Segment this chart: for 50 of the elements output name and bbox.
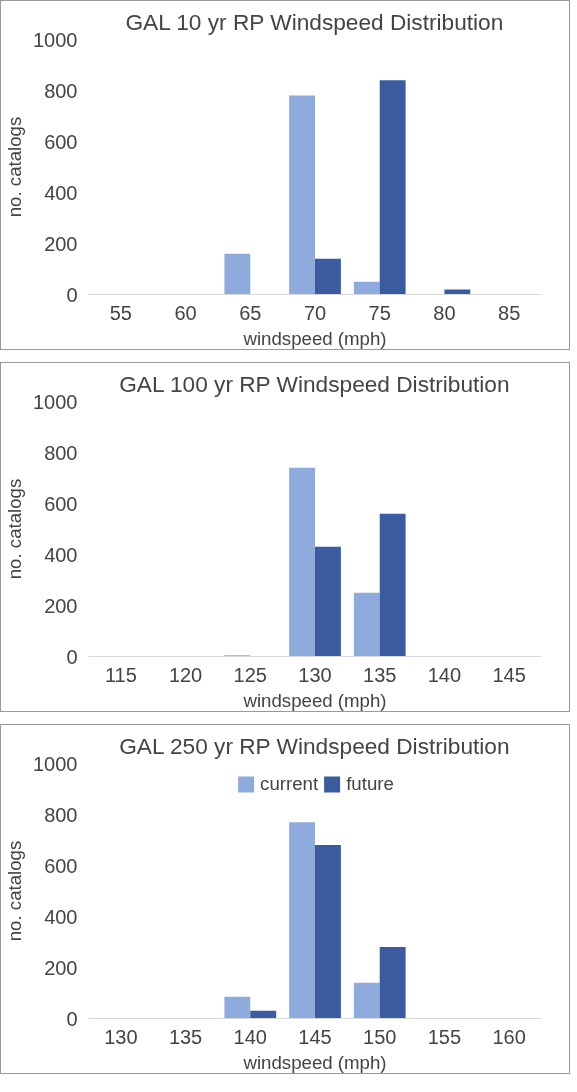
x-tick-label: 55: [109, 301, 132, 324]
x-tick-label: 130: [298, 663, 332, 686]
x-tick-label: 125: [233, 663, 267, 686]
y-tick-label: 600: [44, 130, 78, 153]
y-tick-label: 800: [44, 79, 78, 102]
x-tick-label: 140: [427, 663, 462, 686]
x-tick-label: 140: [233, 1025, 267, 1048]
chart-title: GAL 250 yr RP Windspeed Distribution: [119, 732, 510, 759]
x-axis-title: windspeed (mph): [242, 1051, 387, 1073]
x-tick-label: 70: [303, 301, 327, 324]
x-tick-label: 135: [168, 1025, 203, 1048]
x-tick-label: 60: [174, 301, 197, 324]
y-tick-label: 200: [44, 594, 78, 617]
y-axis-title: no. catalogs: [4, 116, 26, 218]
chart-title: GAL 10 yr RP Windspeed Distribution: [125, 8, 504, 35]
x-tick-label: 130: [104, 1025, 138, 1048]
chart-title: GAL 100 yr RP Windspeed Distribution: [119, 370, 510, 397]
x-tick-label: 120: [168, 663, 203, 686]
y-axis-title: no. catalogs: [4, 478, 26, 580]
y-tick-label: 800: [44, 803, 78, 826]
x-tick-label: 135: [363, 663, 397, 686]
y-tick-label: 800: [44, 441, 78, 464]
y-tick-label: 0: [66, 283, 78, 306]
x-tick-label: 65: [239, 301, 262, 324]
x-tick-label: 160: [492, 1025, 526, 1048]
x-tick-label: 85: [498, 301, 521, 324]
x-tick-label: 115: [104, 663, 137, 686]
x-tick-label: 150: [363, 1025, 397, 1048]
y-axis-title: no. catalogs: [4, 840, 26, 942]
x-tick-label: 145: [492, 663, 526, 686]
x-tick-label: 75: [368, 301, 391, 324]
x-tick-label: 145: [298, 1025, 332, 1048]
y-tick-label: 400: [44, 543, 78, 566]
y-tick-label: 600: [44, 854, 78, 877]
legend-label: future: [346, 773, 394, 795]
x-axis-title: windspeed (mph): [242, 327, 387, 349]
x-tick-label: 80: [433, 301, 456, 324]
y-tick-label: 400: [44, 181, 78, 204]
y-tick-label: 0: [66, 645, 78, 668]
x-axis-title: windspeed (mph): [242, 689, 387, 711]
y-tick-label: 1000: [33, 390, 78, 413]
x-tick-label: 155: [427, 1025, 462, 1048]
y-tick-label: 400: [44, 905, 78, 928]
legend-label: current: [260, 773, 319, 795]
y-tick-label: 1000: [33, 752, 78, 775]
y-tick-label: 0: [66, 1007, 78, 1030]
y-tick-label: 200: [44, 956, 78, 979]
y-tick-label: 600: [44, 492, 78, 515]
y-tick-label: 1000: [33, 28, 78, 51]
y-tick-label: 200: [44, 232, 78, 255]
